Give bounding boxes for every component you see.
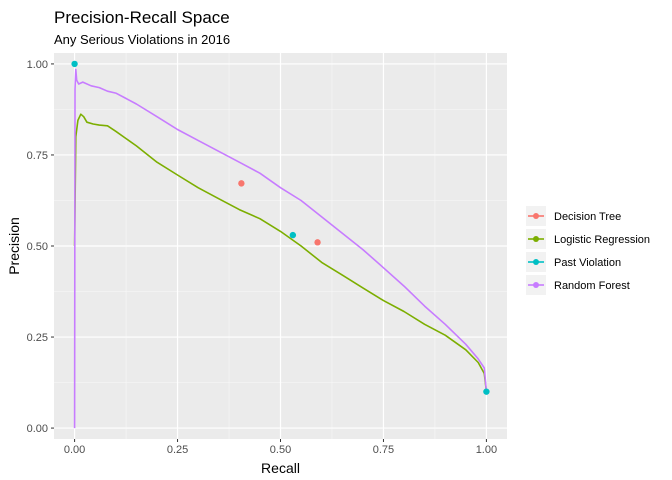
y-tick-label: 0.50 — [27, 241, 48, 253]
decision-tree-point — [314, 239, 321, 246]
past-violation-point — [71, 60, 78, 68]
legend-dot-random-forest — [533, 282, 539, 288]
legend-dot-logistic-regression — [533, 236, 539, 242]
legend-label-logistic-regression: Logistic Regression — [554, 234, 650, 246]
legend-label-decision-tree: Decision Tree — [554, 211, 621, 223]
y-axis-label: Precision — [6, 217, 22, 275]
x-tick-label: 0.25 — [167, 444, 188, 456]
chart-subtitle: Any Serious Violations in 2016 — [54, 32, 230, 47]
legend-label-past-violation: Past Violation — [554, 257, 621, 269]
x-tick-label: 1.00 — [476, 444, 497, 456]
past-violation-point — [289, 231, 297, 239]
legend-label-random-forest: Random Forest — [554, 280, 630, 292]
x-tick-label: 0.75 — [373, 444, 394, 456]
axis-ticks: 0.00 0.25 0.50 0.75 1.00 0.00 0.25 0.50 0.75 1.00 — [27, 59, 498, 456]
x-tick-label: 0.00 — [64, 444, 85, 456]
x-axis-label: Recall — [261, 460, 300, 476]
legend-dot-decision-tree — [533, 213, 539, 219]
legend: Decision Tree Logistic Regression Past Vio… — [526, 206, 650, 295]
past-violation-point — [483, 388, 490, 395]
x-tick-label: 0.50 — [270, 444, 291, 456]
y-tick-label: 0.75 — [27, 150, 48, 162]
y-tick-label: 0.00 — [27, 423, 48, 435]
y-tick-label: 0.25 — [27, 332, 48, 344]
random-forest-line — [73, 68, 488, 429]
logistic-regression-line — [73, 113, 488, 392]
chart-title: Precision-Recall Space — [54, 8, 230, 27]
decision-tree-point — [238, 180, 245, 187]
y-tick-label: 1.00 — [27, 59, 48, 71]
series-layer — [71, 60, 490, 429]
legend-dot-past-violation — [533, 259, 539, 265]
